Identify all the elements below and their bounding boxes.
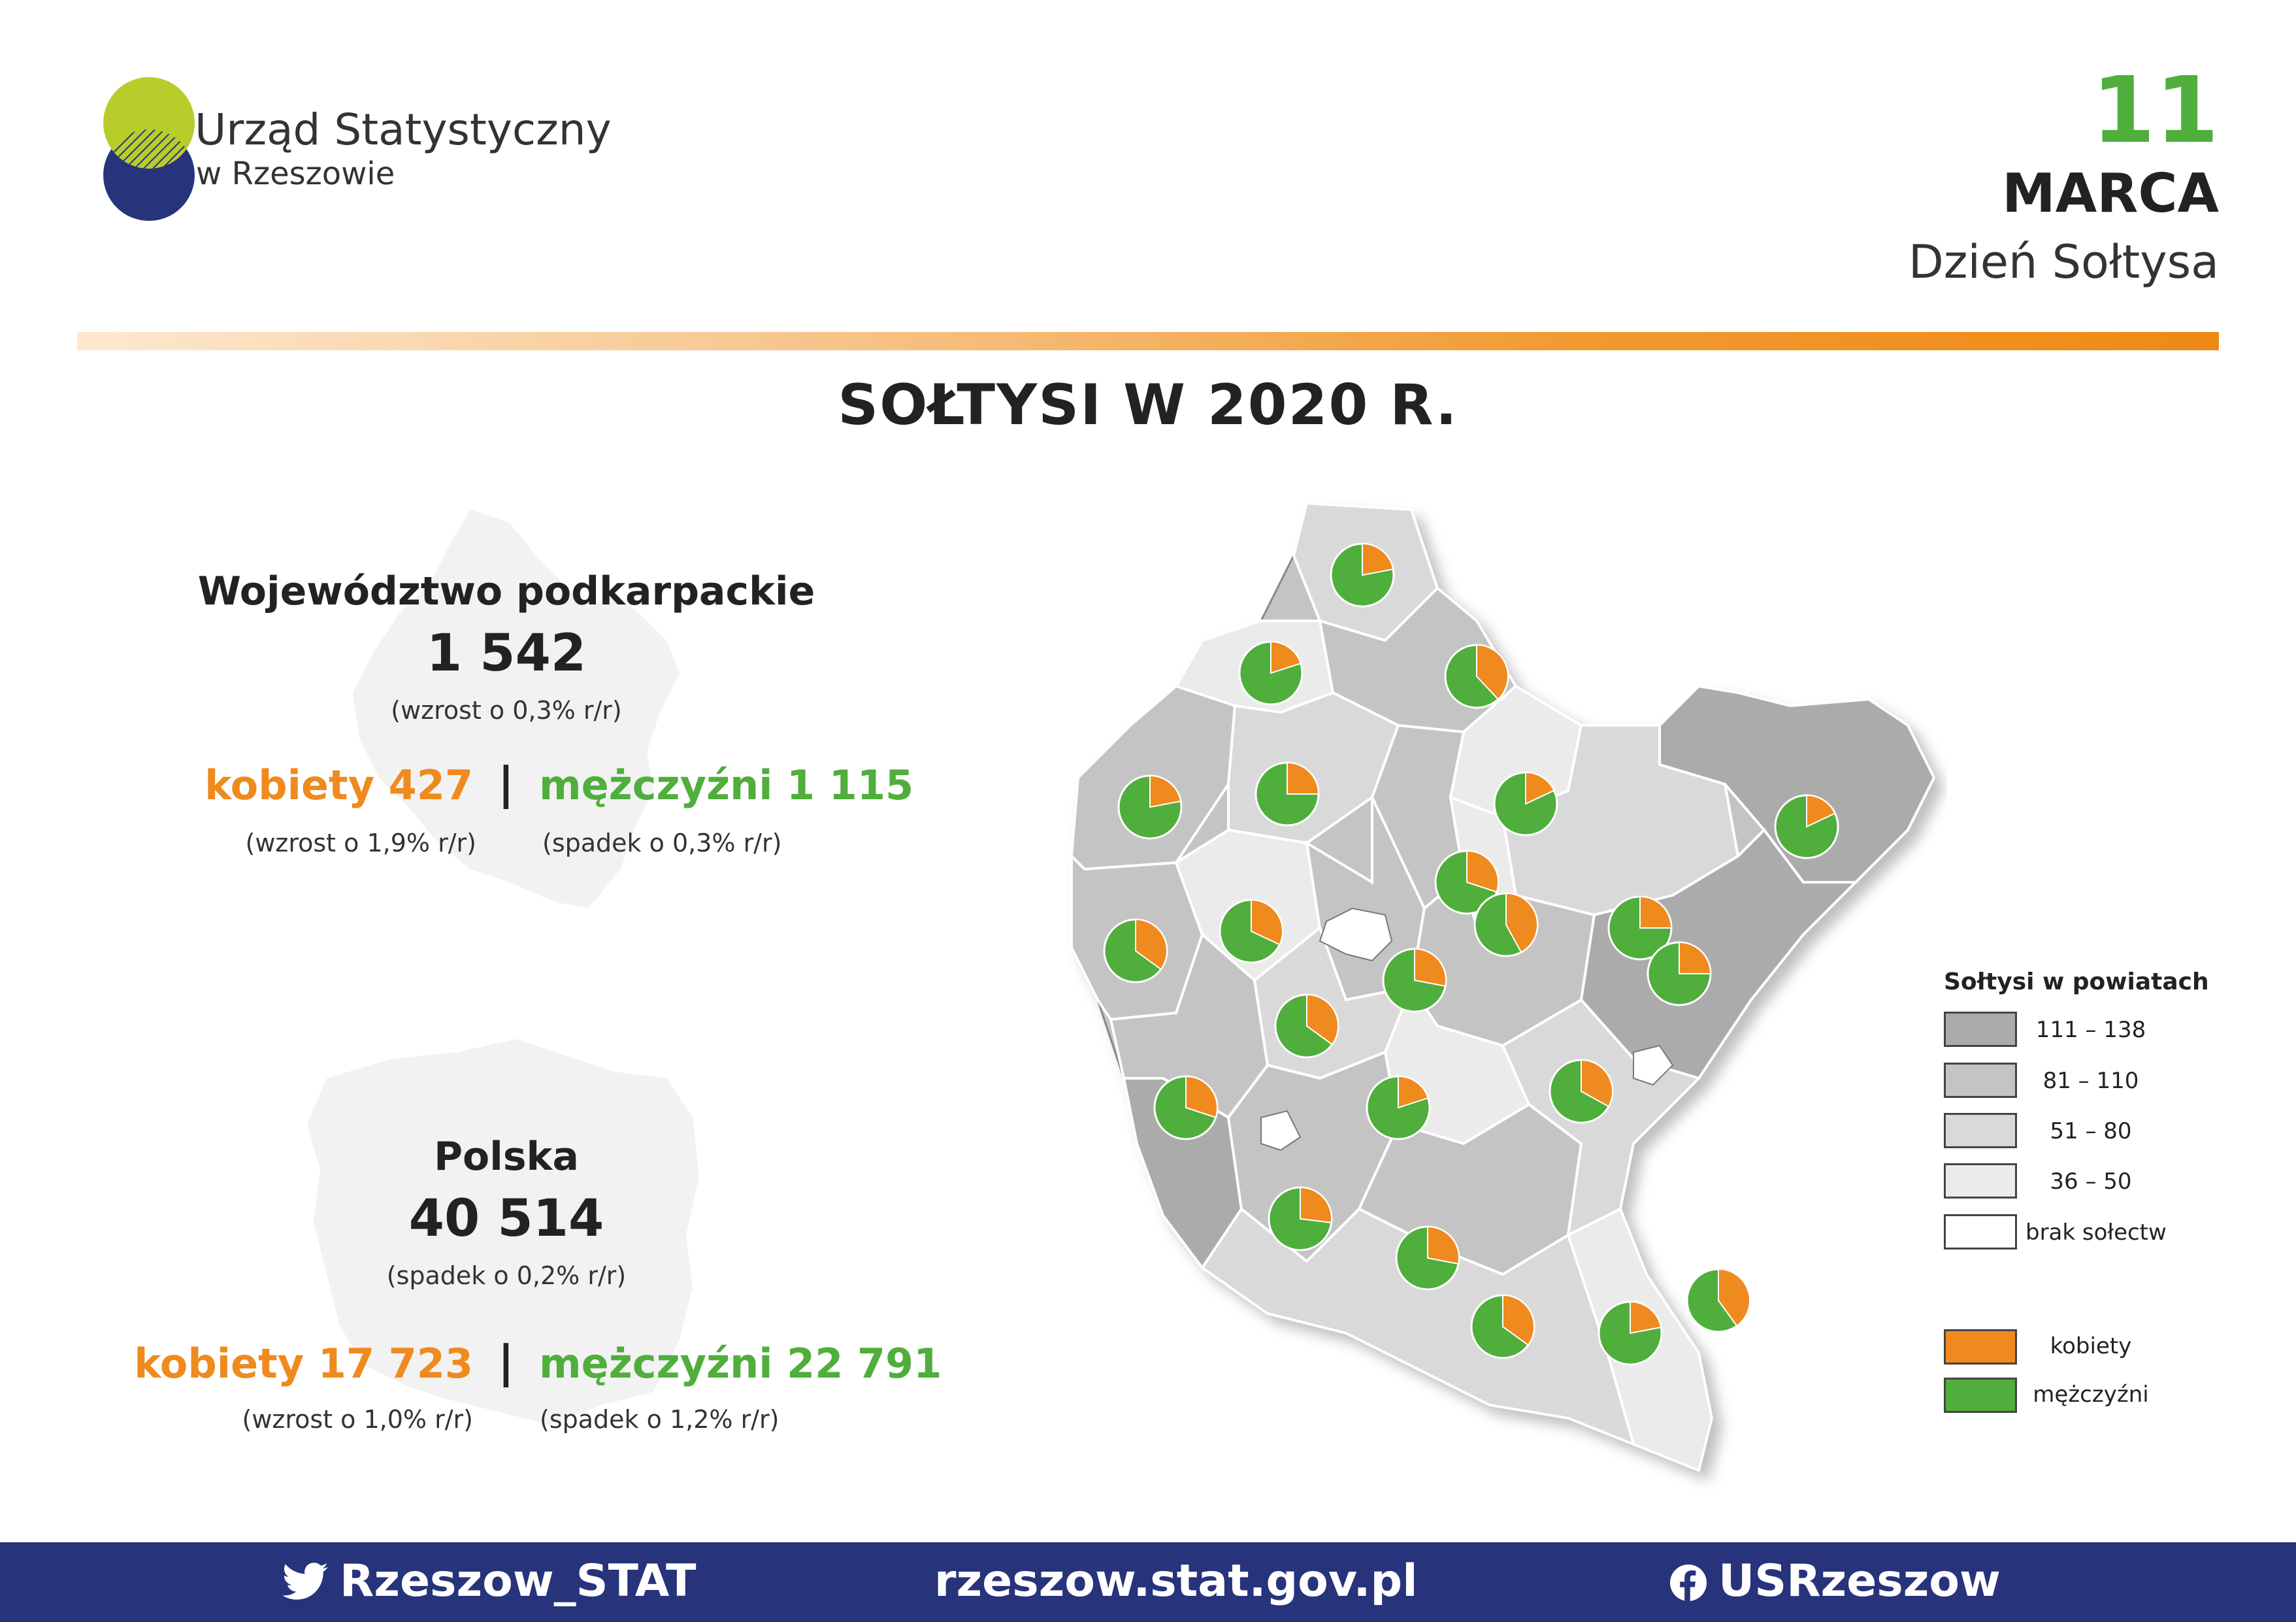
legend-swatch bbox=[1944, 1012, 2017, 1047]
region-women-change: (wzrost o 1,9% r/r) bbox=[245, 829, 477, 857]
poland-total: 40 514 bbox=[408, 1189, 604, 1248]
separator: | bbox=[498, 1336, 514, 1388]
legend-title: Sołtysi w powiatach bbox=[1944, 968, 2209, 995]
legend-label: brak sołectw bbox=[2025, 1219, 2167, 1246]
pie-women-slice bbox=[1502, 1294, 1535, 1346]
org-subtitle: w Rzeszowie bbox=[196, 156, 395, 192]
district-map bbox=[1070, 501, 1936, 1472]
city-area bbox=[1633, 1044, 1674, 1086]
legend-swatch bbox=[1944, 1214, 2017, 1250]
pie-women-slice bbox=[1581, 1059, 1613, 1108]
poland-women: kobiety 17 723 bbox=[134, 1340, 473, 1387]
legend-label: 111 – 138 bbox=[2035, 1017, 2146, 1043]
pie-women-slice bbox=[1300, 1186, 1332, 1224]
region-name: Województwo podkarpackie bbox=[197, 569, 815, 614]
region-women: kobiety 427 bbox=[205, 761, 473, 809]
pie-women-slice bbox=[1718, 1268, 1750, 1327]
pie-women-slice bbox=[1149, 774, 1182, 808]
pie-women-slice bbox=[1135, 918, 1168, 970]
legend-label: 36 – 50 bbox=[2050, 1168, 2132, 1195]
district-area bbox=[1501, 998, 1701, 1238]
poland-women-change: (wzrost o 1,0% r/r) bbox=[242, 1405, 474, 1434]
pie-women-slice bbox=[1466, 850, 1499, 893]
pie-women-slice bbox=[1414, 948, 1447, 987]
region-total-change: (wzrost o 0,3% r/r) bbox=[391, 696, 622, 725]
pie-women-slice bbox=[1679, 941, 1712, 974]
region-total: 1 542 bbox=[426, 624, 587, 683]
region-silhouette bbox=[353, 510, 680, 908]
pie-women-slice bbox=[1427, 1225, 1460, 1265]
facebook-icon[interactable] bbox=[1670, 1564, 1707, 1601]
legend-swatch bbox=[1944, 1113, 2017, 1148]
pie-women-slice bbox=[1806, 794, 1836, 828]
pie-women-slice bbox=[1398, 1075, 1429, 1109]
legend-label: 51 – 80 bbox=[2050, 1118, 2132, 1144]
legend-swatch bbox=[1944, 1063, 2017, 1098]
pie-women-slice bbox=[1306, 993, 1339, 1046]
region-men: mężczyźni 1 115 bbox=[539, 761, 914, 809]
gradient-divider bbox=[77, 332, 2219, 350]
twitter-icon[interactable] bbox=[282, 1562, 328, 1601]
page-title: SOŁTYSI W 2020 R. bbox=[838, 372, 1458, 438]
logo-icon bbox=[103, 77, 195, 221]
legend-label: 81 – 110 bbox=[2042, 1068, 2139, 1094]
facebook-handle[interactable]: USRzeszow bbox=[1718, 1555, 2001, 1607]
legend-swatch-women bbox=[1944, 1329, 2017, 1365]
poland-men-change: (spadek o 1,2% r/r) bbox=[540, 1405, 779, 1434]
region-men-change: (spadek o 0,3% r/r) bbox=[542, 829, 782, 857]
pie-women-slice bbox=[1185, 1075, 1218, 1119]
pie-women-slice bbox=[1525, 771, 1555, 805]
legend-swatch-men bbox=[1944, 1378, 2017, 1413]
org-name: Urząd Statystyczny bbox=[195, 105, 612, 155]
pie-women-slice bbox=[1287, 761, 1320, 795]
date-event: Dzień Sołtysa bbox=[1908, 235, 2219, 289]
separator: | bbox=[498, 758, 514, 810]
pie-women-slice bbox=[1505, 892, 1538, 953]
pie-women-slice bbox=[1630, 1300, 1662, 1334]
footer-bar bbox=[0, 1542, 2296, 1622]
poland-men: mężczyźni 22 791 bbox=[539, 1340, 942, 1387]
legend-swatch bbox=[1944, 1163, 2017, 1199]
date-day: 11 bbox=[2091, 58, 2219, 164]
twitter-handle[interactable]: Rzeszow_STAT bbox=[340, 1555, 697, 1607]
legend-label-women: kobiety bbox=[2050, 1333, 2132, 1359]
website-link[interactable]: rzeszow.stat.gov.pl bbox=[934, 1555, 1418, 1607]
legend-label-men: mężczyźni bbox=[2033, 1382, 2149, 1408]
poland-silhouette bbox=[307, 1039, 699, 1425]
city-area bbox=[1319, 907, 1393, 962]
pie-women-slice bbox=[1270, 640, 1302, 674]
pie-women-slice bbox=[1362, 542, 1394, 576]
district-area bbox=[1658, 684, 1936, 884]
pie-women-slice bbox=[1476, 644, 1509, 701]
pie-women-slice bbox=[1251, 899, 1283, 946]
date-month: MARCA bbox=[2002, 163, 2219, 225]
poland-total-change: (spadek o 0,2% r/r) bbox=[386, 1261, 627, 1290]
pie-women-slice bbox=[1639, 895, 1673, 929]
city-area bbox=[1260, 1110, 1302, 1151]
poland-name: Polska bbox=[434, 1134, 579, 1180]
